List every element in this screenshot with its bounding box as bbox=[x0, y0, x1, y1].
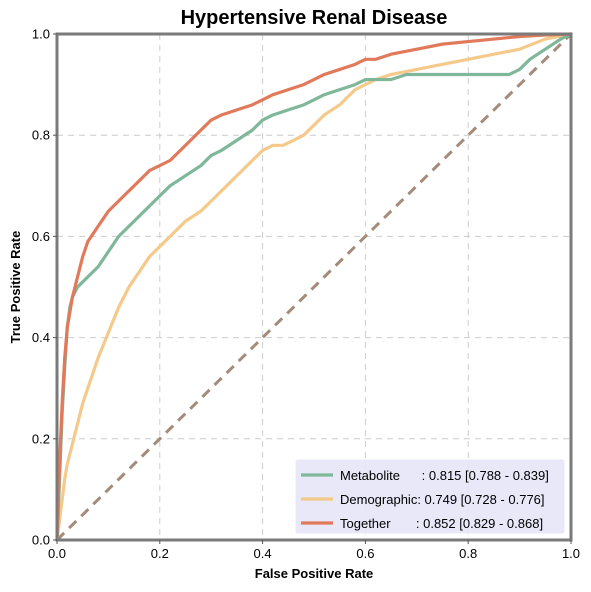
y-tick-label: 0.0 bbox=[32, 533, 50, 548]
x-tick-label: 0.0 bbox=[48, 546, 66, 561]
chance-diagonal-line bbox=[55, 32, 573, 542]
reference-line bbox=[55, 32, 573, 542]
legend-box bbox=[294, 458, 566, 535]
tick-labels: 0.0 0.2 0.4 0.6 0.8 1.0 0.0 0.2 0.4 0.6 0.8 1.0 bbox=[32, 27, 580, 562]
x-tick-label: 0.6 bbox=[356, 546, 374, 561]
x-tick-label: 0.2 bbox=[151, 546, 169, 561]
legend: Metabolite : 0.815 [0.788 - 0.839] Demogr… bbox=[294, 458, 566, 535]
x-tick-label: 0.8 bbox=[459, 546, 477, 561]
x-axis-label: False Positive Rate bbox=[255, 566, 374, 581]
series-line-metabolite bbox=[55, 32, 573, 542]
grid-lines bbox=[57, 34, 571, 540]
y-tick-label: 1.0 bbox=[32, 27, 50, 42]
x-tick-label: 1.0 bbox=[562, 546, 580, 561]
y-axis-label: True Positive Rate bbox=[8, 231, 23, 344]
series-lines bbox=[55, 32, 573, 542]
y-tick-label: 0.4 bbox=[32, 330, 50, 345]
series-line-demographic bbox=[55, 32, 573, 542]
y-tick-label: 0.6 bbox=[32, 229, 50, 244]
chart-title: Hypertensive Renal Disease bbox=[181, 7, 448, 29]
y-tick-label: 0.2 bbox=[32, 431, 50, 446]
legend-label-together: Together : 0.852 [0.829 - 0.868] bbox=[340, 516, 543, 531]
plot-frame bbox=[55, 32, 573, 542]
y-tick-label: 0.8 bbox=[32, 128, 50, 143]
legend-label-metabolite: Metabolite : 0.815 [0.788 - 0.839] bbox=[340, 468, 549, 483]
legend-label-demographic: Demographic: 0.749 [0.728 - 0.776] bbox=[340, 492, 545, 507]
x-tick-label: 0.4 bbox=[254, 546, 272, 561]
series-line-together bbox=[55, 32, 573, 542]
